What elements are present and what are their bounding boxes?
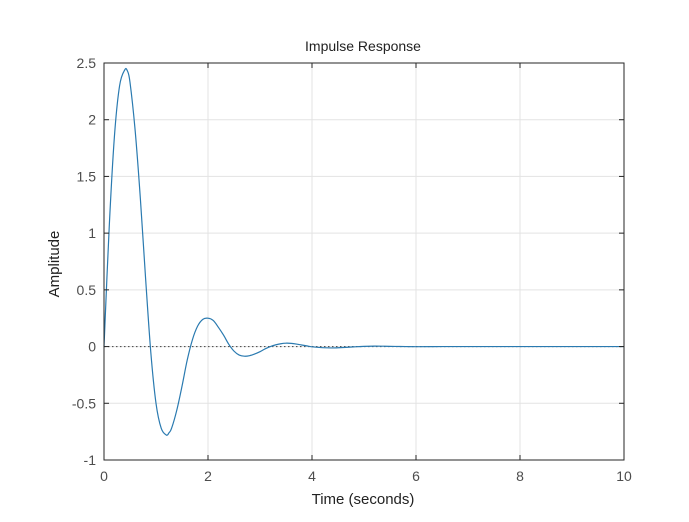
y-tick-label: -0.5 — [72, 395, 96, 411]
x-tick-label: 8 — [516, 468, 524, 484]
chart-title: Impulse Response — [305, 38, 421, 54]
x-tick-label: 2 — [204, 468, 212, 484]
x-tick-label: 6 — [412, 468, 420, 484]
x-axis-label: Time (seconds) — [312, 491, 415, 508]
series-layer — [103, 67, 624, 436]
x-tick-label: 10 — [616, 468, 632, 484]
axes — [103, 62, 625, 461]
tick-labels: 0 2 4 6 8 10 -1 -0.5 0 0.5 1 1.5 2 2.5 — [72, 55, 632, 484]
y-tick-label: -1 — [84, 452, 97, 468]
y-tick-label: 2.5 — [77, 55, 97, 71]
impulse-response-line — [103, 67, 624, 436]
y-tick-label: 2 — [88, 112, 96, 128]
x-tick-label: 4 — [308, 468, 316, 484]
axes-box — [103, 62, 625, 461]
x-tick-label: 0 — [100, 468, 108, 484]
y-tick-label: 1.5 — [77, 168, 97, 184]
y-tick-label: 0.5 — [77, 282, 97, 298]
y-tick-label: 1 — [88, 225, 96, 241]
y-axis-label: Amplitude — [46, 231, 63, 298]
y-tick-label: 0 — [88, 339, 96, 355]
